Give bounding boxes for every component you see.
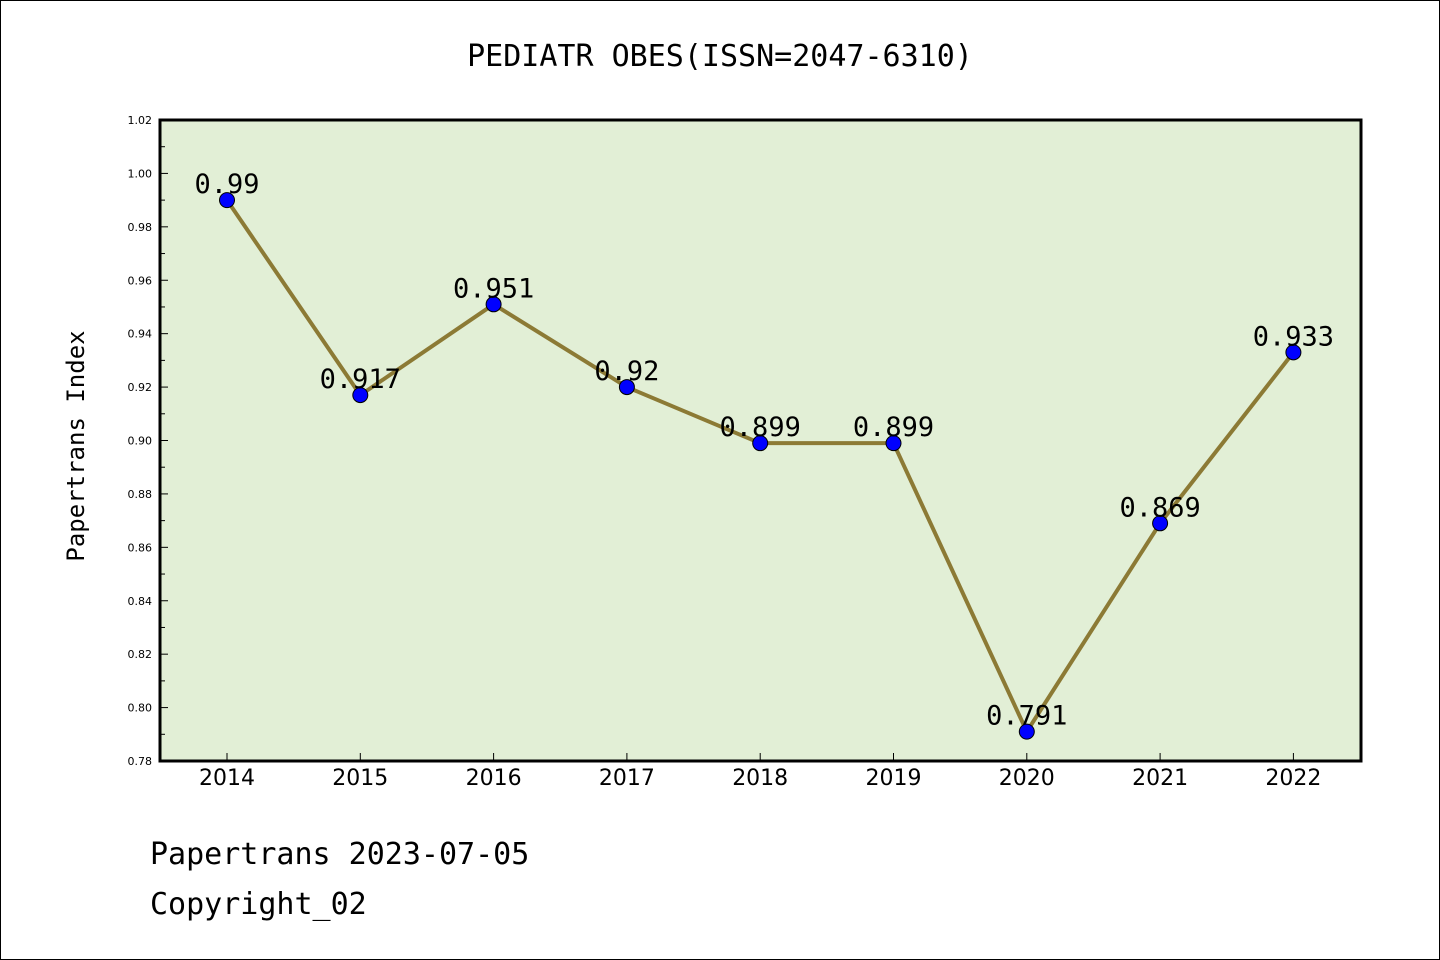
data-point [219,192,235,209]
data-label: 0.951 [453,273,534,304]
x-tick-label: 2014 [199,766,255,791]
y-tick-label: 1.00 [128,167,153,180]
data-label: 0.869 [1119,492,1200,523]
y-tick-label: 0.84 [128,595,153,608]
data-labels: 0.99 0.917 0.951 0.92 0.899 0.899 0.791 0.869 0.… [194,169,1334,731]
y-tick-label: 0.82 [128,648,153,661]
y-tick-label: 0.98 [128,221,153,234]
x-tick-label: 2021 [1132,766,1188,791]
data-point [485,296,502,313]
data-label: 0.92 [594,356,659,387]
y-tick-label: 0.94 [128,328,153,341]
y-tick-label: 0.92 [128,381,153,394]
data-label: 0.99 [194,169,259,200]
x-tick-label: 2016 [466,766,522,791]
x-tick-label: 2015 [332,766,388,791]
footer-copyright: Copyright_02 [150,887,367,922]
x-tick-label: 2022 [1265,766,1321,791]
y-tick-label: 0.90 [128,435,153,448]
data-label: 0.933 [1253,321,1334,352]
y-tick-label: 0.86 [128,541,153,554]
data-label: 0.917 [320,364,401,395]
data-point [1285,344,1302,361]
y-tick-label: 0.78 [128,755,153,768]
plot-border [158,118,1363,763]
x-tick-label: 2018 [732,766,788,791]
y-tick-label: 0.88 [128,488,153,501]
data-point [618,379,635,396]
y-tick-label: 0.80 [128,702,153,715]
data-label: 0.899 [720,412,801,443]
x-tick-label: 2019 [866,766,922,791]
data-point [1152,515,1169,532]
data-points [219,192,1302,740]
x-axis: 2014 2015 2016 2017 2018 2019 2020 2021 2022 [199,753,1321,791]
data-point [752,435,769,452]
chart-title: PEDIATR OBES(ISSN=2047-6310) [467,39,973,74]
data-point [885,435,902,452]
data-label: 0.791 [986,701,1067,732]
y-axis-label: Papertrans Index [62,330,90,561]
data-label: 0.899 [853,412,934,443]
x-tick-label: 2020 [999,766,1055,791]
data-point [1018,723,1035,740]
data-point [352,387,369,404]
y-tick-label: 0.96 [128,274,153,287]
footer-date: Papertrans 2023-07-05 [150,837,529,872]
y-tick-label: 1.02 [128,114,153,127]
x-tick-label: 2017 [599,766,655,791]
y-axis: 0.78 0.80 0.82 0.84 0.86 0.88 0.90 0.92 0.94 0.96… [128,114,168,768]
